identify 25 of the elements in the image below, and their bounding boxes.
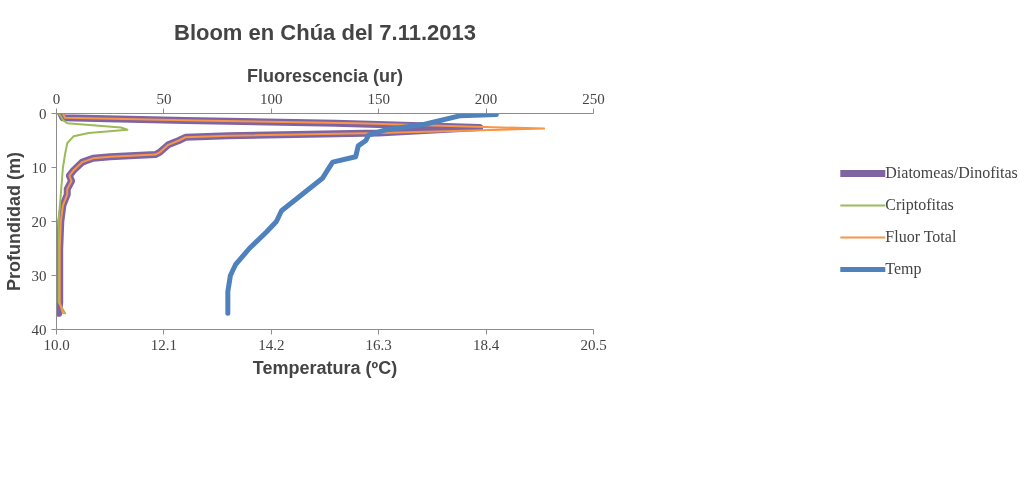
x-tick-label: 10.0 xyxy=(43,336,70,353)
y-tick-label: 40 xyxy=(31,321,47,338)
legend-label: Criptofitas xyxy=(885,196,954,214)
legend-label: Temp xyxy=(885,260,922,278)
y-axis-title: Profundidad (m) xyxy=(3,152,24,291)
x-tick-label: 18.4 xyxy=(472,336,500,353)
x2-tick-label: 0 xyxy=(52,90,61,107)
x-axis-title: Temperatura (ºC) xyxy=(252,357,398,378)
x-tick-label: 16.3 xyxy=(365,336,392,353)
x2-tick-label: 150 xyxy=(367,90,390,107)
chart-title: Bloom en Chúa del 7.11.2013 xyxy=(174,20,477,45)
y-tick-label: 0 xyxy=(39,105,47,122)
y-tick-label: 30 xyxy=(31,267,47,284)
x2-tick-label: 50 xyxy=(156,90,172,107)
y-tick-label: 20 xyxy=(31,213,47,230)
x-tick-label: 20.5 xyxy=(580,336,607,353)
legend-label: Diatomeas/Dinofitas xyxy=(885,164,1018,182)
x2-tick-label: 200 xyxy=(474,90,498,107)
y-tick-label: 10 xyxy=(31,159,47,176)
legend-label: Fluor Total xyxy=(885,228,957,246)
x2-axis-title: Fluorescencia (ur) xyxy=(246,65,404,86)
x2-tick-label: 250 xyxy=(582,90,605,107)
x2-tick-label: 100 xyxy=(260,90,283,107)
x-tick-label: 14.2 xyxy=(258,336,285,353)
x-tick-label: 12.1 xyxy=(150,336,178,353)
